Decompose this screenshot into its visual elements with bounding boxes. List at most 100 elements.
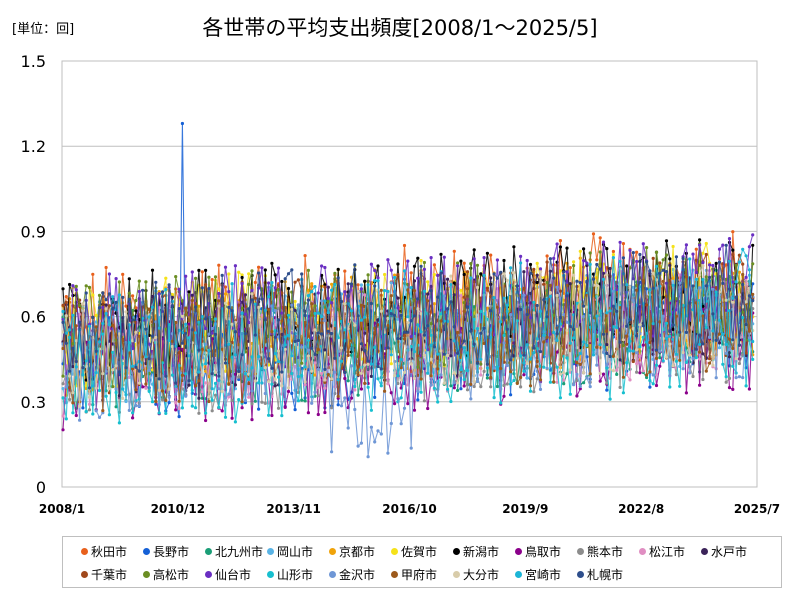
data-point (671, 244, 675, 249)
data-point (389, 353, 393, 357)
data-point (502, 333, 506, 338)
data-point (658, 261, 662, 265)
data-point (751, 299, 755, 303)
data-point (200, 363, 204, 367)
data-point (456, 381, 460, 385)
data-point (343, 370, 347, 374)
data-point (658, 271, 662, 275)
data-point (555, 293, 559, 298)
data-point (684, 243, 689, 247)
data-point (562, 345, 566, 349)
data-point (499, 387, 503, 391)
data-point (267, 308, 271, 312)
data-point (197, 320, 201, 324)
data-point (393, 374, 397, 378)
legend-item: 大分市 (453, 564, 515, 586)
data-point (582, 259, 586, 263)
data-point (346, 350, 350, 354)
data-point (94, 371, 98, 375)
data-point (177, 307, 181, 311)
data-point (184, 306, 188, 310)
data-point (270, 366, 274, 370)
data-point (542, 282, 546, 286)
data-point (439, 312, 443, 316)
data-point (170, 292, 174, 297)
data-point (147, 389, 151, 393)
data-point (157, 411, 161, 415)
data-point (74, 284, 78, 288)
data-point (104, 307, 108, 311)
data-point (134, 388, 138, 392)
data-point (555, 380, 559, 384)
data-point (127, 291, 131, 295)
legend-item: 千葉市 (81, 564, 143, 586)
data-point (635, 334, 639, 338)
data-point (694, 270, 698, 275)
data-point (416, 398, 420, 402)
data-point (127, 375, 131, 379)
data-point (651, 256, 655, 260)
data-point (359, 371, 363, 375)
data-point (582, 247, 586, 251)
data-point (698, 350, 702, 354)
data-point (691, 252, 695, 256)
data-point (694, 258, 698, 262)
data-point (562, 270, 566, 274)
data-point (280, 414, 284, 418)
data-point (704, 252, 708, 257)
data-point (87, 324, 92, 328)
data-point (227, 290, 231, 294)
data-point (671, 333, 675, 337)
data-point (227, 272, 231, 276)
data-point (150, 334, 155, 338)
data-point (528, 384, 533, 388)
data-point (273, 335, 277, 339)
data-point (393, 273, 397, 277)
data-point (704, 308, 708, 312)
data-point (605, 388, 609, 392)
data-point (635, 362, 639, 366)
data-point (263, 339, 267, 343)
data-point (442, 367, 446, 371)
data-point (601, 240, 606, 244)
data-point (399, 313, 403, 317)
data-point (399, 305, 403, 309)
data-point (492, 296, 496, 300)
data-point (359, 441, 363, 445)
data-point (197, 348, 201, 352)
data-point (409, 446, 413, 450)
data-point (366, 273, 370, 277)
data-point (243, 372, 247, 376)
data-point (704, 275, 708, 279)
data-point (605, 311, 609, 315)
data-point (343, 396, 347, 400)
data-point (469, 397, 473, 401)
data-point (316, 348, 320, 352)
data-point (525, 312, 529, 317)
data-point (678, 330, 682, 334)
data-point (147, 315, 151, 319)
data-point (316, 367, 320, 371)
data-point (164, 411, 168, 415)
data-point (369, 374, 373, 378)
data-point (323, 283, 327, 287)
legend-label: 岡山市 (277, 544, 314, 559)
data-point (330, 301, 334, 305)
data-point (273, 273, 277, 277)
data-point (664, 253, 669, 257)
data-point (97, 415, 102, 419)
data-point (588, 325, 592, 329)
data-point (734, 263, 738, 267)
data-point (611, 249, 616, 254)
data-point (356, 283, 360, 287)
data-point (704, 369, 708, 373)
data-point (101, 321, 105, 326)
data-point (492, 333, 496, 337)
data-point (124, 366, 128, 370)
data-point (240, 353, 244, 357)
data-point (117, 293, 121, 297)
data-point (240, 306, 244, 310)
data-point (346, 353, 350, 357)
data-point (280, 279, 284, 284)
data-point (61, 287, 65, 291)
